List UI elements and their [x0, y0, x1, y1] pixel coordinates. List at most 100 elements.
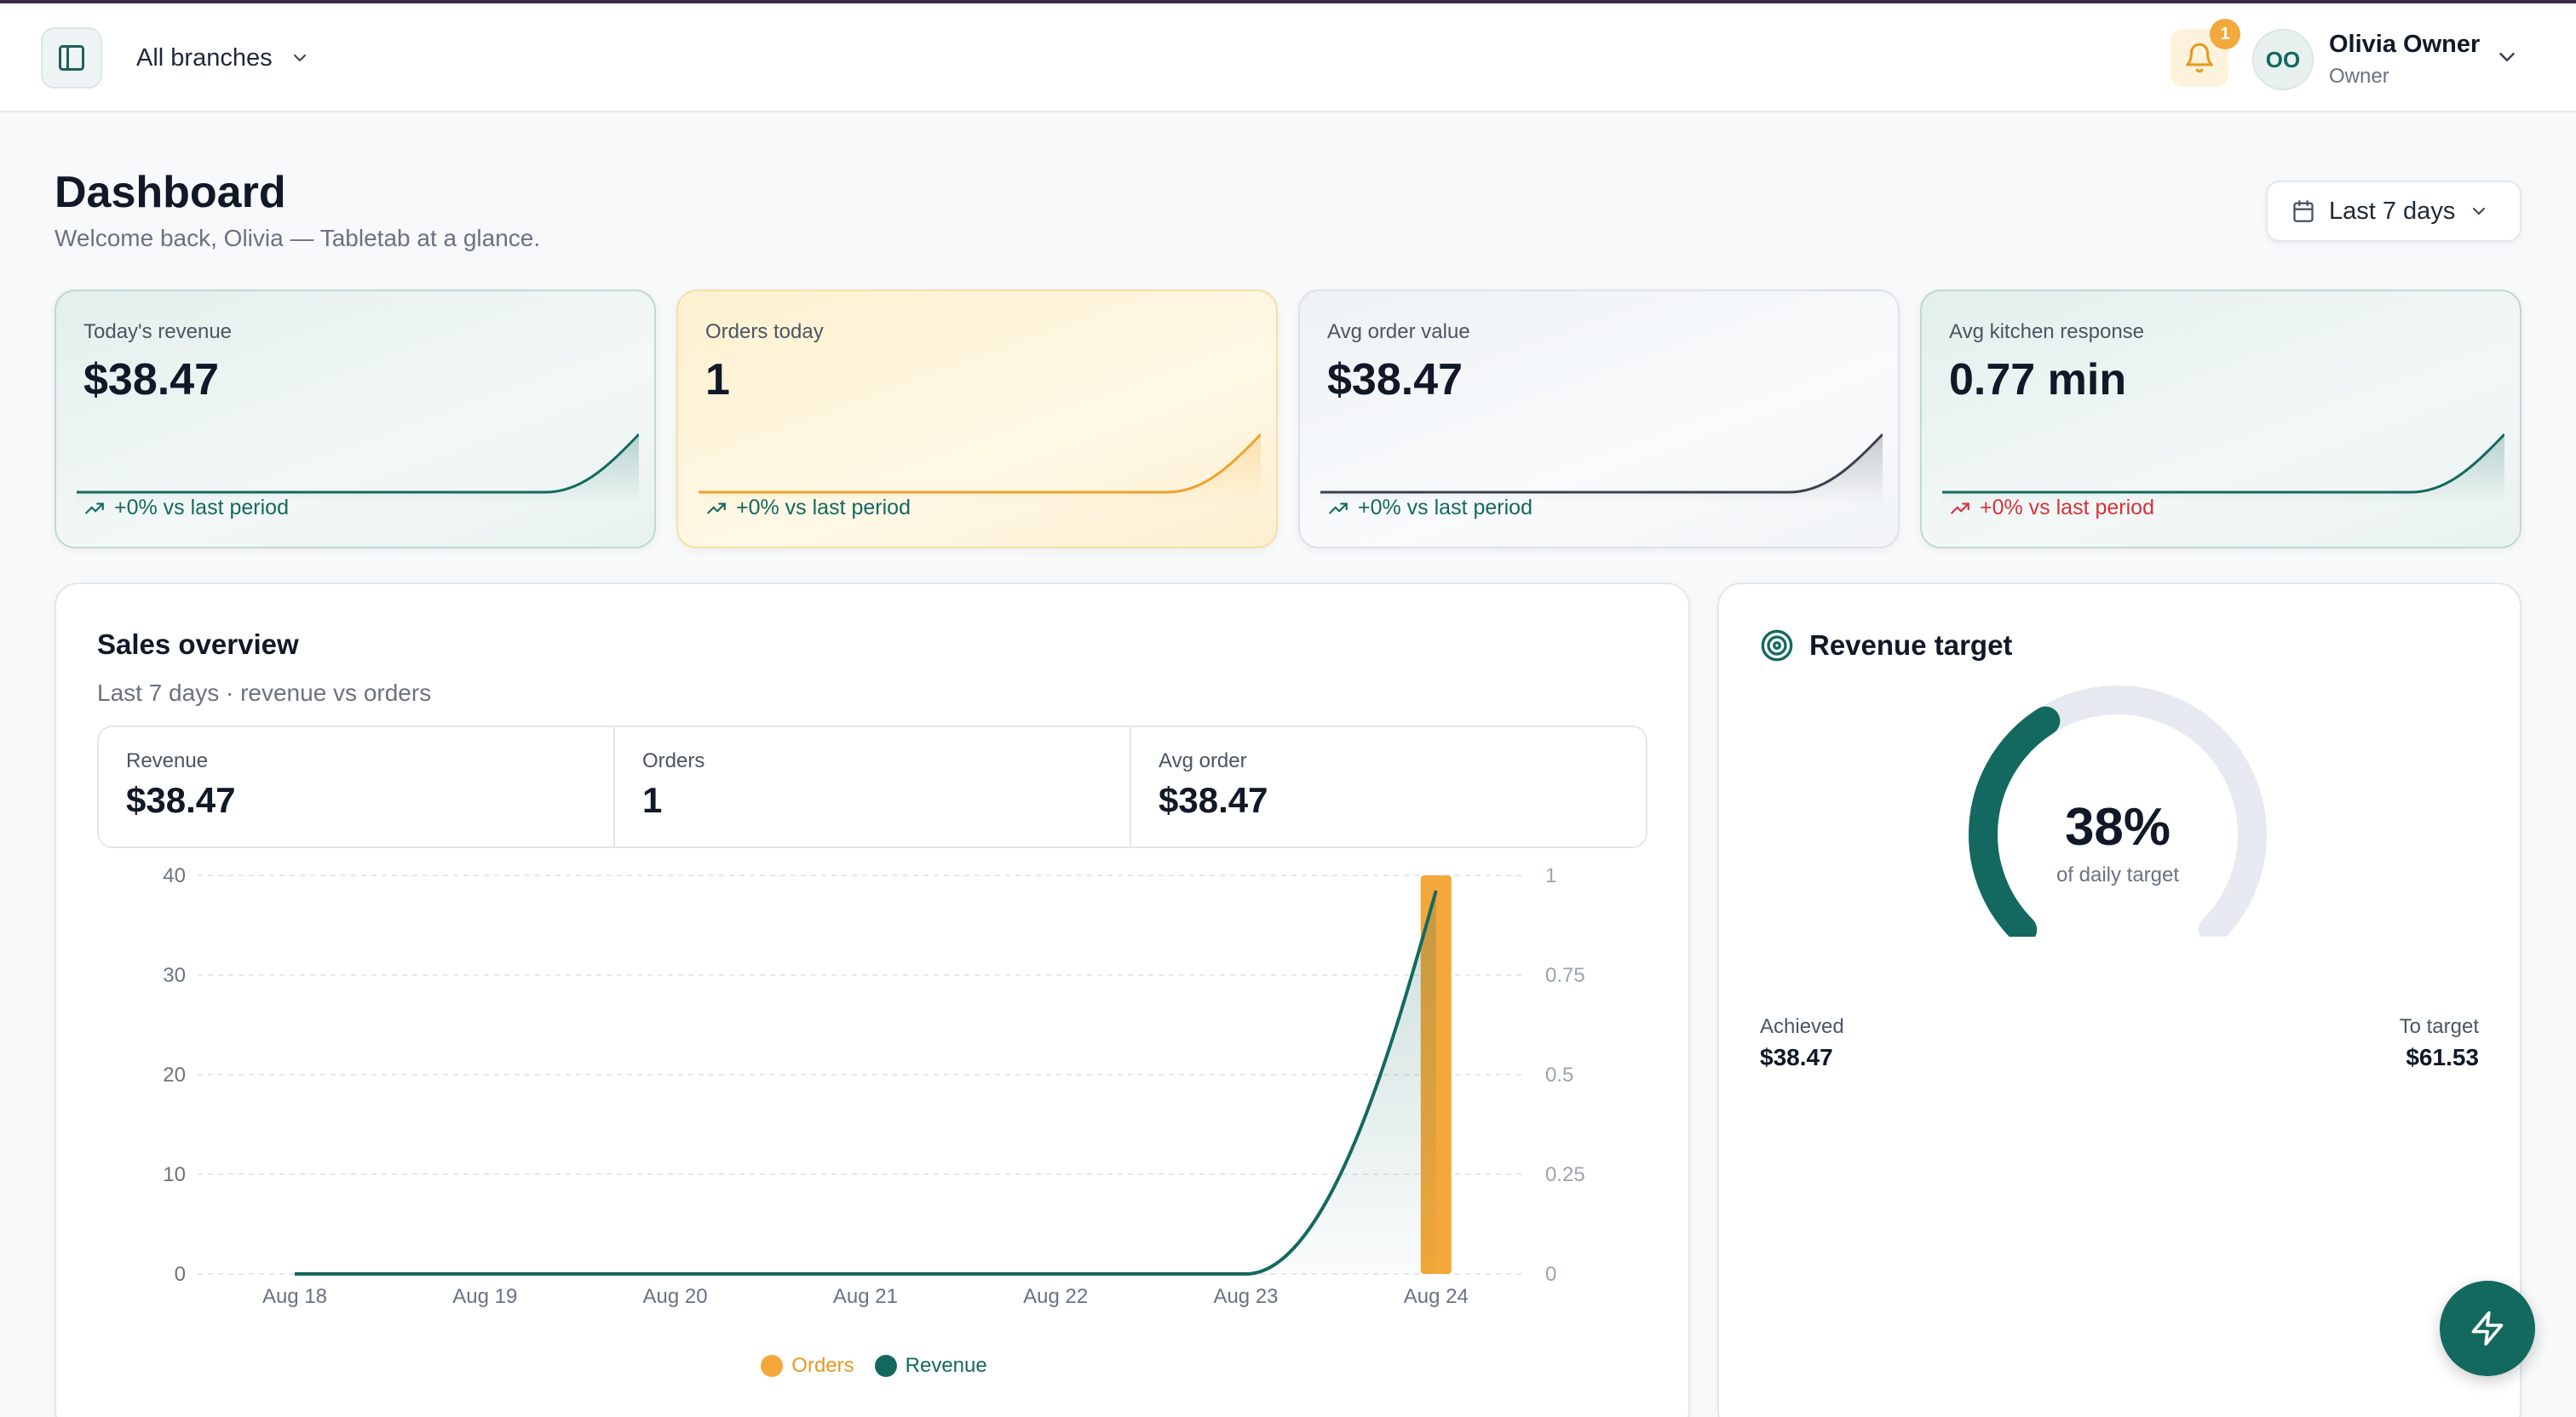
page-title: Dashboard: [55, 168, 286, 217]
revenue-area: [295, 890, 1436, 1274]
kpi-value: $38.47: [83, 355, 220, 404]
kpi-trend-text: +0% vs last period: [1358, 496, 1532, 519]
branch-selector-label: All branches: [136, 43, 273, 72]
y-right-tick-label: 0: [1545, 1263, 1556, 1286]
stat-label: Orders: [642, 749, 705, 772]
bell-icon: [2186, 43, 2213, 73]
user-menu-chevron-icon[interactable]: [2494, 44, 2520, 70]
top-accent-line: [0, 0, 2576, 3]
top-bar: All branches 1 OO Olivia Owner Owner: [0, 3, 2576, 112]
stat-orders: Orders 1: [615, 727, 1131, 846]
sales-stat-strip: Revenue $38.47 Orders 1 Avg order $38.47: [97, 726, 1647, 848]
kpi-value: 0.77 min: [1949, 355, 2127, 404]
to-target-value: $61.53: [2406, 1044, 2479, 1070]
kpi-label: Avg kitchen response: [1949, 320, 2145, 343]
page-subtitle: Welcome back, Olivia — Tabletab at a gla…: [55, 225, 541, 251]
legend-item-revenue[interactable]: Revenue: [874, 1354, 987, 1378]
stat-label: Revenue: [126, 749, 209, 772]
legend-swatch-orders: [761, 1355, 784, 1377]
revenue-target-gauge: [1969, 686, 2267, 937]
achieved-label: Achieved: [1760, 1015, 1844, 1038]
kpi-card-orders-today: Orders today 1 +0% vs last period: [676, 290, 1278, 548]
stat-label: Avg order: [1159, 749, 1247, 772]
kpi-card-todays-revenue: Today's revenue $38.47 +0% vs last perio…: [55, 290, 656, 548]
sales-chart: 0 10 20 30 40 0 0.25 0.5 0.75 1 Aug 18 Aug 19 Aug 20…: [163, 865, 1585, 1308]
revenue-line[interactable]: [295, 890, 1438, 1276]
revenue-target-header: Revenue target: [1760, 628, 2012, 663]
x-tick-label: Aug 21: [833, 1285, 898, 1308]
target-icon: [1761, 629, 1793, 662]
x-tick-label: Aug 22: [1023, 1285, 1088, 1308]
y-right-tick-label: 0.75: [1545, 964, 1585, 987]
legend-item-orders[interactable]: Orders: [761, 1354, 854, 1378]
kpi-trend: +0% vs last period: [1949, 496, 2154, 520]
sparkline-line: [699, 433, 1261, 494]
quick-action-button[interactable]: [2440, 1281, 2535, 1376]
sidebar-toggle-button[interactable]: [41, 27, 102, 89]
kpi-sparkline: [77, 433, 639, 504]
user-name[interactable]: Olivia Owner: [2329, 31, 2481, 58]
stat-avg-order: Avg order $38.47: [1131, 727, 1646, 846]
lightning-icon: [2471, 1311, 2504, 1346]
x-tick-label: Aug 23: [1213, 1285, 1278, 1308]
sidebar-panel-icon: [59, 45, 84, 71]
chevron-down-icon: [293, 54, 306, 62]
kpi-sparkline: [1320, 433, 1883, 504]
date-range-selector[interactable]: Last 7 days: [2266, 181, 2521, 242]
kpi-trend: +0% vs last period: [705, 496, 911, 520]
stat-value: $38.47: [126, 780, 236, 820]
target-caption: of daily target: [2056, 863, 2180, 886]
y-right-tick-label: 0.5: [1545, 1064, 1573, 1087]
y-left-tick-label: 0: [175, 1263, 186, 1286]
kpi-label: Today's revenue: [83, 320, 233, 343]
sparkline-line: [77, 433, 639, 494]
y-left-tick-label: 20: [163, 1064, 186, 1087]
trending-up-icon: [707, 502, 726, 513]
kpi-value: 1: [705, 355, 730, 404]
x-tick-label: Aug 20: [643, 1285, 708, 1308]
avatar[interactable]: OO: [2252, 29, 2314, 90]
sparkline-area: [77, 434, 639, 504]
sparkline-area: [1320, 434, 1883, 504]
revenue-target-card: Revenue target 38% of daily target Achie…: [1717, 582, 2521, 1417]
kpi-trend-text: +0% vs last period: [736, 496, 911, 519]
chart-legend: Orders Revenue: [56, 1354, 1692, 1378]
revenue-target-title: Revenue target: [1809, 629, 2013, 661]
kpi-card-avg-order-value: Avg order value $38.47 +0% vs last perio…: [1298, 290, 1900, 548]
branch-selector[interactable]: All branches: [136, 34, 310, 82]
trending-up-icon: [85, 502, 104, 513]
sparkline-area: [1942, 434, 2504, 504]
sales-overview-card: Sales overview Last 7 days · revenue vs …: [55, 582, 1690, 1417]
kpi-sparkline: [1942, 433, 2504, 504]
x-tick-label: Aug 19: [452, 1285, 517, 1308]
kpi-value: $38.47: [1327, 355, 1463, 404]
sales-overview-title: Sales overview: [97, 628, 299, 660]
x-tick-label: Aug 18: [262, 1285, 327, 1308]
kpi-trend-text: +0% vs last period: [1980, 496, 2154, 519]
kpi-card-avg-kitchen-response: Avg kitchen response 0.77 min +0% vs las…: [1920, 290, 2521, 548]
sales-overview-subtitle: Last 7 days · revenue vs orders: [97, 680, 432, 706]
x-tick-label: Aug 24: [1404, 1285, 1469, 1308]
target-percent: 38%: [2064, 798, 2171, 857]
calendar-icon: [2293, 200, 2314, 222]
date-range-label: Last 7 days: [2329, 197, 2456, 225]
notifications-button[interactable]: 1: [2171, 19, 2240, 87]
y-right-tick-label: 1: [1545, 865, 1556, 887]
legend-label-revenue: Revenue: [905, 1354, 987, 1377]
notification-count-badge: 1: [2210, 19, 2240, 49]
achieved-value: $38.47: [1760, 1044, 1833, 1070]
y-left-tick-label: 10: [163, 1163, 186, 1186]
y-right-tick-label: 0.25: [1545, 1163, 1585, 1186]
gauge-fill: [1969, 706, 2061, 937]
kpi-trend: +0% vs last period: [83, 496, 289, 520]
sparkline-area: [699, 434, 1261, 504]
stat-revenue: Revenue $38.47: [99, 727, 615, 846]
stat-value: 1: [642, 780, 663, 820]
kpi-label: Avg order value: [1327, 320, 1470, 343]
trending-up-icon: [1329, 502, 1348, 513]
to-target-label: To target: [2399, 1015, 2479, 1038]
trending-up-icon: [1951, 502, 1969, 513]
legend-swatch-revenue: [874, 1355, 897, 1377]
kpi-label: Orders today: [705, 320, 824, 343]
stat-value: $38.47: [1159, 780, 1268, 820]
